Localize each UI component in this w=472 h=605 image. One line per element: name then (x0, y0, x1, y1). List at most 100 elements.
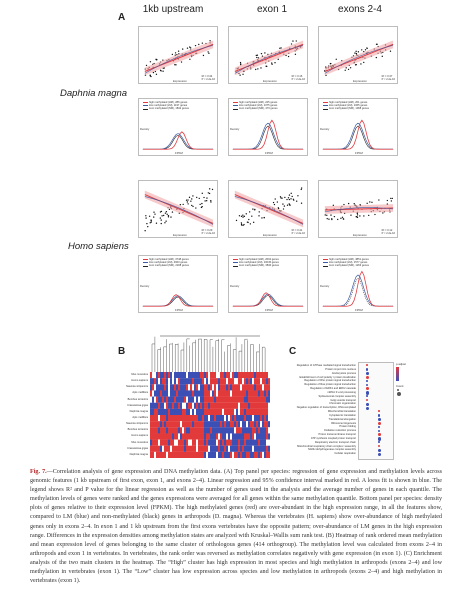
density-line-lm (322, 122, 394, 150)
scatter-point (361, 49, 363, 51)
heatmap-cell (262, 445, 265, 452)
heatmap-cell (150, 372, 153, 379)
scatter-point (192, 195, 194, 197)
heatmap-cell (164, 384, 167, 391)
regression-p: P < 2.2e-16 (201, 77, 215, 81)
enrichment-dot (366, 375, 370, 380)
scatter-point (201, 42, 204, 44)
regression-r2: R² = 0.37 (381, 74, 393, 78)
density-panel: high methylated (HM), 201 genes low methy… (318, 98, 398, 156)
regression-r2: R² = 0.12 (381, 228, 393, 232)
heatmap-cell (162, 408, 165, 416)
legend-text: high methylated (HM), 201 genes (329, 101, 368, 104)
heatmap-cell (246, 433, 249, 440)
heatmap-cell (220, 445, 223, 452)
density-line-hm (322, 270, 394, 307)
heatmap-cell (196, 445, 199, 452)
heatmap-cell (256, 427, 259, 434)
heatmap-cell (190, 427, 193, 434)
density-legend-entry: high methylated (HM), 225 genes (233, 101, 278, 104)
heatmap-cell (182, 390, 185, 397)
heatmap-cell (178, 433, 181, 440)
heatmap-cell (178, 445, 181, 452)
heatmap-cell (220, 415, 223, 422)
scatter-point (204, 200, 206, 202)
heatmap-cell (190, 433, 193, 440)
heatmap-cell (186, 390, 189, 397)
heatmap-cell (190, 384, 193, 391)
heatmap-cell (212, 433, 215, 440)
regression-p: P < 2.2e-16 (381, 77, 395, 81)
heatmap-cell (254, 372, 257, 379)
scatter-point (390, 197, 392, 200)
heatmap-cell (172, 451, 175, 458)
heatmap-cell (258, 384, 261, 391)
scatter-point (375, 56, 378, 59)
heatmap-cell (226, 408, 229, 416)
heatmap-cell (182, 372, 185, 379)
scatter-point (258, 211, 260, 213)
scatter-point (288, 198, 291, 201)
scatter-point (280, 47, 282, 49)
heatmap-cell (260, 445, 263, 452)
legend-text: low methylated (LM), 1075 genes (239, 104, 278, 108)
heatmap-cell (198, 427, 201, 434)
heatmap-cell (246, 415, 249, 422)
scatter-point (249, 223, 252, 225)
scatter-point (242, 73, 244, 75)
heatmap-cell (236, 402, 239, 409)
scatter-point (182, 203, 184, 206)
heatmap-cell (182, 402, 185, 409)
heatmap-cell (204, 378, 207, 385)
heatmap-cell (260, 384, 263, 391)
heatmap-cell (182, 384, 185, 391)
heatmap-cell (164, 451, 167, 458)
heatmap-cell (158, 433, 161, 440)
heatmap-cell (224, 445, 227, 452)
legend-text: high methylated (HM), 225 genes (239, 101, 278, 104)
heatmap-cell (164, 421, 167, 428)
heatmap-cell (232, 402, 235, 409)
heatmap-cell (248, 408, 251, 416)
heatmap-cell (164, 433, 167, 440)
scatter-point (251, 215, 253, 217)
enrichment-dot (378, 441, 380, 443)
heatmap-cell (266, 384, 269, 391)
heatmap-cell (208, 433, 211, 440)
heatmap-cell (216, 445, 219, 452)
heatmap-cell (174, 390, 177, 397)
heatmap-cell (242, 433, 245, 440)
heatmap-cell (202, 427, 205, 434)
scatter-point (300, 188, 302, 191)
heatmap-cell (254, 378, 257, 385)
scatter-point (207, 192, 210, 194)
density-legend-entry: zero methylated (NM), 2208 genes (143, 264, 189, 267)
heatmap-cell (194, 421, 197, 428)
density-legend-entry: low methylated (LM), 4663 genes (143, 261, 189, 264)
heatmap-cell (266, 439, 269, 446)
enrichment-term-label: Cytoplasmic translation (329, 413, 356, 417)
density-legend-entry: low methylated (LM), 1065 genes (323, 104, 369, 107)
heatmap-cell (206, 451, 209, 458)
heatmap-cell (162, 396, 165, 403)
heatmap-cell (196, 402, 199, 409)
heatmap-cell (150, 433, 153, 440)
heatmap-cell (198, 445, 201, 452)
column-title-exon1: exon 1 (256, 4, 288, 15)
heatmap-cell (212, 402, 215, 409)
legend-swatch (323, 108, 328, 110)
heatmap-cell (158, 415, 161, 422)
density-xlabel: FPKM (265, 308, 273, 312)
heatmap-cell (266, 445, 269, 452)
heatmap-cell (174, 427, 177, 434)
heatmap-cell (158, 372, 161, 379)
heatmap-cell (216, 384, 219, 391)
heatmap-cell (258, 415, 261, 422)
heatmap-cell (150, 378, 153, 385)
scatter-point (164, 222, 166, 224)
heatmap-cell (250, 427, 253, 434)
heatmap-cell (254, 390, 257, 397)
heatmap-cell (260, 372, 263, 379)
scatter-point (369, 201, 371, 203)
heatmap-cell (188, 451, 191, 458)
